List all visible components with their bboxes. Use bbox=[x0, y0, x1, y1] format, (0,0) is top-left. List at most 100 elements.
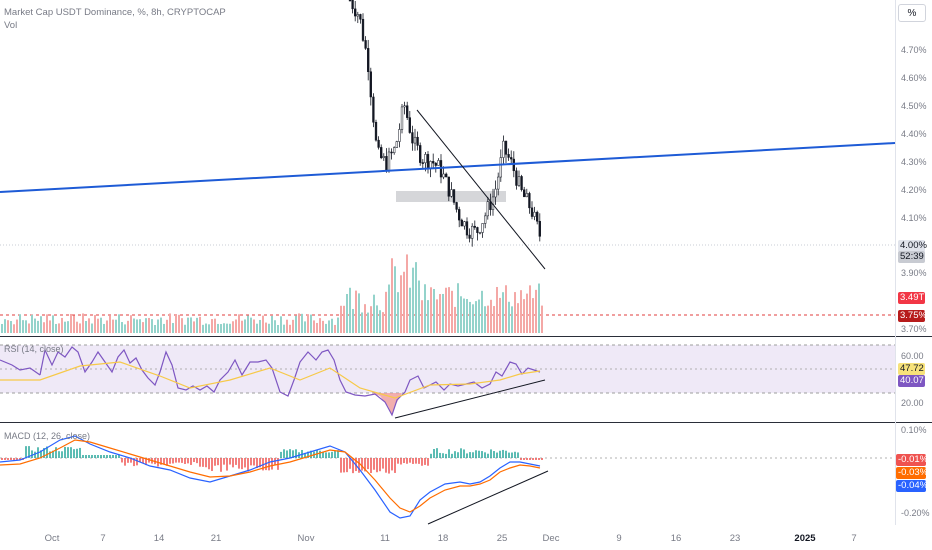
volume-bar bbox=[178, 314, 180, 333]
candle-body bbox=[390, 151, 393, 154]
time-axis-label: 2025 bbox=[794, 533, 816, 544]
macd-histogram-bar bbox=[199, 458, 201, 467]
volume-bar bbox=[508, 301, 510, 333]
candle-body bbox=[497, 176, 500, 190]
macd-histogram-bar bbox=[469, 452, 471, 458]
macd-histogram-bar bbox=[340, 458, 342, 473]
macd-histogram-bar bbox=[394, 458, 396, 473]
percent-button[interactable]: % bbox=[898, 4, 926, 22]
volume-bar bbox=[271, 315, 273, 333]
time-axis-label: 9 bbox=[616, 533, 622, 544]
macd-histogram-bar bbox=[61, 451, 63, 458]
macd-histogram-bar bbox=[97, 455, 99, 458]
macd-histogram-bar bbox=[289, 449, 291, 458]
candle-body bbox=[411, 132, 414, 144]
volume-bar bbox=[253, 319, 255, 333]
macd-line[interactable] bbox=[0, 435, 541, 519]
falling-trendline[interactable] bbox=[416, 109, 546, 270]
volume-bar bbox=[505, 285, 507, 333]
volume-bar bbox=[520, 290, 522, 333]
volume-bar bbox=[100, 317, 102, 333]
volume-bar bbox=[541, 305, 543, 333]
macd-histogram-bar bbox=[187, 458, 189, 464]
volume-bar bbox=[304, 321, 306, 333]
volume-bar bbox=[379, 310, 381, 333]
volume-bar bbox=[121, 322, 123, 333]
blue-trendline[interactable] bbox=[0, 142, 896, 193]
volume-bar bbox=[433, 288, 435, 333]
macd-histogram-bar bbox=[526, 458, 528, 460]
volume-value-badge: 3.49T bbox=[898, 292, 925, 304]
volume-bar bbox=[184, 324, 186, 333]
candle-body bbox=[502, 140, 505, 158]
macd-histogram-bar bbox=[136, 458, 138, 466]
volume-bar bbox=[58, 323, 60, 333]
volume-bar bbox=[61, 317, 63, 333]
macd-histogram-bar bbox=[397, 458, 399, 464]
volume-bar bbox=[367, 312, 369, 333]
rsi-support-line[interactable] bbox=[394, 379, 546, 419]
dashed-level-badge[interactable]: 3.75% bbox=[898, 310, 927, 322]
rsi-line[interactable] bbox=[39, 346, 541, 417]
volume-bar bbox=[292, 319, 294, 333]
candle-body bbox=[484, 215, 487, 224]
candle-body bbox=[393, 147, 396, 153]
volume-bar bbox=[451, 290, 453, 333]
macd-histogram-bar bbox=[271, 458, 273, 470]
volume-bar bbox=[244, 319, 246, 333]
volume-bar bbox=[394, 266, 396, 333]
candle-body bbox=[380, 147, 383, 159]
macd-histogram-bar bbox=[346, 458, 348, 473]
macd-support-line[interactable] bbox=[427, 470, 549, 525]
volume-bar bbox=[391, 258, 393, 333]
time-axis-label: 21 bbox=[210, 533, 222, 544]
volume-bar bbox=[193, 321, 195, 333]
macd-histogram-bar bbox=[103, 455, 105, 458]
rsi-line-start[interactable] bbox=[0, 359, 41, 376]
volume-bar bbox=[229, 323, 231, 333]
volume-bar bbox=[373, 294, 375, 333]
macd-histogram-bar bbox=[409, 458, 411, 463]
volume-bar bbox=[25, 320, 27, 333]
volume-bar bbox=[298, 313, 300, 333]
volume-bar bbox=[295, 315, 297, 333]
volume-bar bbox=[82, 313, 84, 333]
macd-histogram-bar bbox=[466, 453, 468, 458]
volume-bar bbox=[154, 324, 156, 333]
macd-histogram-bar bbox=[418, 458, 420, 464]
volume-bar bbox=[412, 267, 414, 333]
volume-bar bbox=[55, 323, 57, 333]
macd-histogram-bar bbox=[184, 458, 186, 464]
volume-bar bbox=[124, 324, 126, 333]
candle-body bbox=[525, 193, 528, 198]
macd-signal-badge: -0.03% bbox=[896, 467, 929, 479]
time-axis-label: 7 bbox=[100, 533, 106, 544]
macd-histogram-bar bbox=[520, 458, 522, 460]
macd-histogram-bar bbox=[40, 450, 42, 458]
volume-bar bbox=[481, 290, 483, 333]
volume-bar bbox=[280, 316, 282, 333]
volume-bar bbox=[112, 319, 114, 333]
rsi-ma-line[interactable] bbox=[0, 361, 541, 399]
macd-histogram-bar bbox=[232, 458, 234, 468]
signal-line[interactable] bbox=[0, 439, 541, 513]
time-axis-label: 11 bbox=[380, 533, 390, 544]
rsi-label[interactable]: RSI (14, close) bbox=[4, 344, 64, 354]
candle-body bbox=[447, 176, 450, 197]
macd-histogram-bar bbox=[25, 446, 27, 458]
macd-histogram-bar bbox=[163, 458, 165, 465]
volume-bar bbox=[325, 323, 327, 333]
countdown-badge: 52:39 bbox=[898, 251, 925, 263]
volume-bar bbox=[157, 319, 159, 333]
macd-histogram-bar bbox=[256, 458, 258, 469]
macd-histogram-bar bbox=[139, 458, 141, 463]
macd-histogram-bar bbox=[28, 446, 30, 458]
volume-bar bbox=[40, 316, 42, 333]
current-price-badge[interactable]: 4.00% bbox=[898, 240, 927, 252]
macd-histogram-bar bbox=[13, 458, 15, 460]
macd-label[interactable]: MACD (12, 26, close) bbox=[4, 431, 91, 441]
macd-histogram-badge: -0.01% bbox=[896, 454, 929, 466]
volume-bar bbox=[415, 262, 417, 333]
symbol-title[interactable]: Market Cap USDT Dominance, %, 8h, CRYPTO… bbox=[4, 7, 226, 18]
